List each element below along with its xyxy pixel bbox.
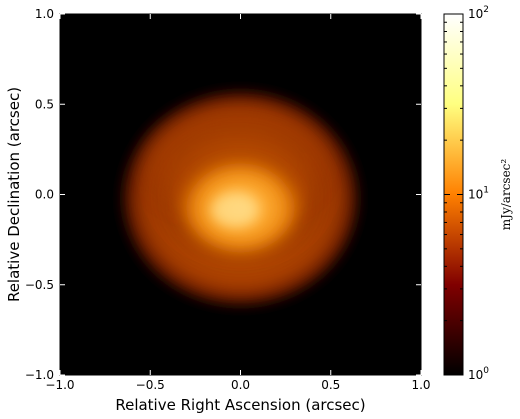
x-axis-label: Relative Right Ascension (arcsec) [115,396,365,414]
x-axis-ticks: −1.0 −0.5 0.0 0.5 1.0 [45,14,431,392]
disk-emission-image [118,87,363,310]
disk-peak [211,193,258,227]
colorbar-tick-label: 101 [468,186,489,202]
plot-area: −1.0 −0.5 0.0 0.5 1.0 1.0 0.5 0.0 −0.5 −1.0 [25,7,431,392]
y-tick-label: 1.0 [35,7,54,21]
x-tick-label: −1.0 [45,378,74,392]
y-tick-label: 0.5 [35,97,54,111]
colorbar-tick-label: 100 [468,366,489,382]
x-tick-label: 1.0 [411,378,430,392]
colorbar-label: mJy/arcsec² [499,159,513,231]
y-tick-label: −0.5 [25,278,54,292]
x-tick-label: 0.5 [321,378,340,392]
x-tick-label: −0.5 [136,378,165,392]
y-axis-ticks: 1.0 0.5 0.0 −0.5 −1.0 [25,7,421,382]
y-tick-label: 0.0 [35,188,54,202]
colorbar-tick-label: 102 [468,5,489,21]
y-tick-label: −1.0 [25,368,54,382]
x-tick-label: 0.0 [231,378,250,392]
y-axis-label: Relative Declination (arcsec) [5,87,23,302]
colorbar-ticks: 100 101 102 [444,5,489,382]
colorbar: 100 101 102 mJy/arcsec² [443,5,513,382]
